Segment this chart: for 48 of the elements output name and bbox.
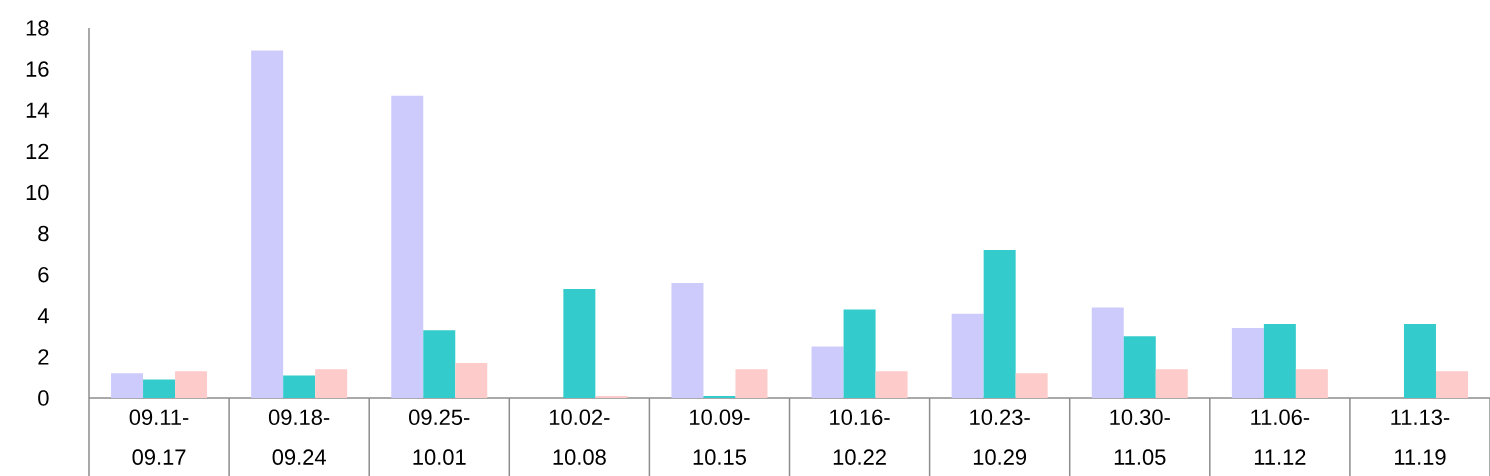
bar [875,371,908,398]
bar [843,309,876,398]
bar [735,369,768,398]
bar [811,346,844,398]
bar [1263,324,1296,398]
bar [391,95,424,398]
x-tick-label: 10.16-10.22 [830,409,890,465]
y-tick-label: 14 [26,102,49,118]
bar [1403,324,1436,398]
bar [1091,307,1124,398]
bar [1231,328,1264,398]
y-tick-label: 2 [38,349,49,365]
bar [251,50,284,398]
y-tick-label: 6 [38,266,49,283]
bar [1435,371,1468,398]
bar [595,395,628,398]
x-tick-label: 11.13-11.19 [1391,409,1450,465]
y-tick-label: 10 [26,184,49,201]
bar [315,369,348,398]
bar [423,330,456,398]
bar [143,379,176,398]
bar [1295,369,1328,398]
x-tick-label: 10.30-11.05 [1110,409,1170,465]
bar [283,375,316,398]
y-tick-label: 4 [37,308,49,324]
x-tick-label: 10.02-10.08 [549,409,610,465]
x-tick-label: 10.23-10.29 [970,409,1030,465]
x-tick-label: 11.06-11.12 [1251,409,1310,465]
bar [951,313,984,398]
bar [1155,369,1188,398]
bar [563,289,596,398]
y-tick-label: 0 [38,390,49,406]
x-tick-label: 09.18-09.24 [268,409,330,465]
x-tick-label: 09.25-10.01 [409,409,470,465]
bar [983,250,1016,398]
x-tick-label: 09.11-09.17 [129,409,189,465]
x-tick-label: 10.09-10.15 [690,409,750,465]
bar [175,371,208,398]
y-tick-label: 18 [26,20,49,36]
bar [1015,373,1048,398]
bar [703,395,736,398]
y-tick-label: 12 [26,143,49,159]
y-tick-label: 8 [38,225,49,242]
bar [671,282,704,398]
bar [111,373,144,398]
bar [455,363,488,398]
y-tick-label: 16 [26,61,49,77]
bar [1123,336,1156,398]
